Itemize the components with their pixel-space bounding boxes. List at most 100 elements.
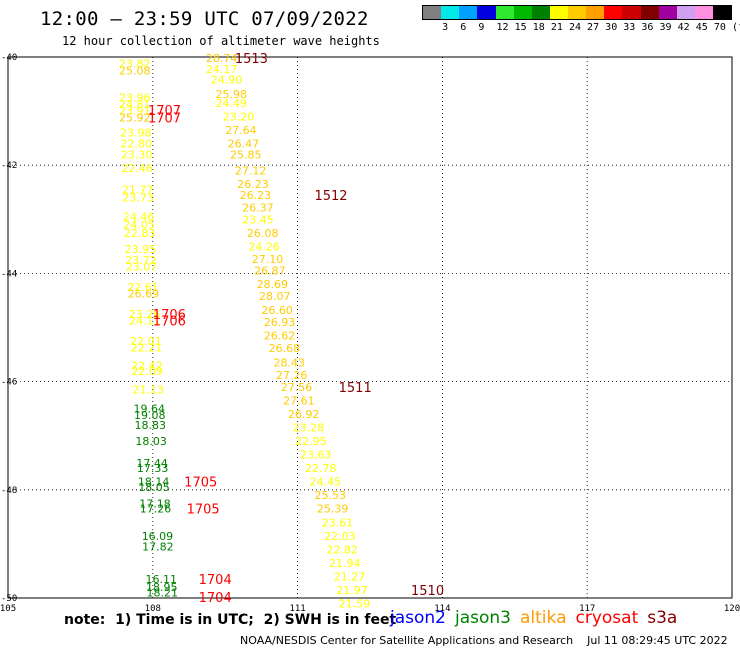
- credit-time: Jul 11 08:29:45 UTC 2022: [587, 634, 728, 647]
- pass-time-label: 1704: [199, 573, 232, 588]
- chart-subtitle: 12 hour collection of altimeter wave hei…: [62, 34, 380, 48]
- wave-height-point: 26.60: [261, 304, 293, 317]
- wave-height-point: 27.26: [276, 369, 308, 382]
- x-tick-label: 105: [0, 604, 16, 614]
- wave-height-point: 23.91: [119, 105, 151, 118]
- legend-swatch: [531, 6, 550, 19]
- satellite-altika: altika: [520, 608, 567, 628]
- x-tick-label: 117: [579, 604, 595, 614]
- wave-height-point: 21.27: [334, 570, 366, 583]
- wave-height-point: 27.64: [225, 124, 257, 137]
- y-tick-label: -48: [1, 486, 17, 496]
- legend-swatch: [676, 6, 695, 19]
- wave-height-point: 24.46: [123, 211, 155, 224]
- wave-height-point: 19.08: [134, 409, 166, 422]
- wave-height-point: 23.28: [293, 422, 325, 435]
- legend-label: 18: [532, 22, 545, 33]
- wave-height-point: 26.23: [240, 189, 272, 202]
- wave-height-point: 21.77: [122, 184, 154, 197]
- legend-swatch: [586, 6, 605, 19]
- pass-time-label: 1705: [187, 503, 220, 518]
- legend-swatch: [549, 6, 568, 19]
- wave-height-point: 27.10: [252, 253, 284, 266]
- wave-height-point: 22.95: [295, 435, 327, 448]
- legend-label: 36: [641, 22, 654, 33]
- plot-frame: [7, 56, 733, 599]
- pass-time-label: 1511: [339, 381, 372, 396]
- x-tick-label: 114: [434, 604, 450, 614]
- legend-swatch: [640, 6, 659, 19]
- y-tick-label: -40: [1, 53, 17, 63]
- legend-swatch: [568, 6, 587, 19]
- wave-height-point: 23.61: [322, 516, 354, 529]
- wave-height-point: 24.45: [310, 476, 342, 489]
- wave-height-point: 24.90: [211, 74, 243, 87]
- wave-height-point: 28.07: [259, 290, 291, 303]
- wave-height-point: 26.92: [288, 408, 320, 421]
- wave-height-point: 25.08: [119, 65, 151, 78]
- wave-height-point: 23.63: [300, 449, 332, 462]
- wave-height-point: 23.30: [121, 148, 153, 161]
- wave-height-point: 22.21: [131, 342, 163, 355]
- wave-height-point: 25.39: [317, 503, 349, 516]
- legend-swatch: [423, 6, 442, 19]
- wave-height-point: 27.56: [281, 381, 313, 394]
- wave-height-point: 17.33: [137, 462, 169, 475]
- wave-height-point: 21.94: [329, 557, 361, 570]
- legend-label: 30: [605, 22, 618, 33]
- wave-height-point: 24.81: [119, 98, 151, 111]
- pass-time-label: 1706: [153, 308, 186, 323]
- wave-height-point: 22.46: [121, 162, 153, 175]
- wave-height-point: 28.69: [257, 278, 289, 291]
- legend-label: 21: [550, 22, 563, 33]
- wave-height-point: 21.13: [133, 384, 165, 397]
- legend-label: 39: [659, 22, 672, 33]
- wave-height-point: 17.44: [136, 457, 168, 470]
- legend-label: 15: [514, 22, 527, 33]
- y-tick-label: -44: [1, 269, 17, 279]
- satellite-cryosat: cryosat: [575, 608, 639, 628]
- wave-height-point: 22.42: [131, 359, 163, 372]
- wave-height-point: 25.98: [216, 88, 248, 101]
- legend-label: 45: [695, 22, 708, 33]
- wave-height-point: 24.26: [248, 240, 279, 253]
- wave-height-point: 27.61: [283, 395, 315, 408]
- legend-swatch: [604, 6, 623, 19]
- legend-label: 42: [677, 22, 690, 33]
- x-tick-label: 120: [724, 604, 740, 614]
- wave-height-point: 21.97: [336, 584, 368, 597]
- color-scale-swatches: [422, 5, 732, 20]
- wave-height-point: 24.49: [216, 97, 248, 110]
- wave-height-point: 21.59: [339, 597, 371, 610]
- wave-height-point: 23.07: [126, 260, 157, 273]
- wave-height-point: 26.23: [237, 178, 269, 191]
- satellite-jason3: jason3: [455, 608, 511, 628]
- wave-height-point: 18.14: [138, 476, 170, 489]
- pass-time-label: 1510: [411, 584, 444, 599]
- wave-height-point: 24.17: [206, 63, 238, 76]
- wave-height-point: 23.98: [120, 127, 152, 140]
- units-note: note: 1) Time is in UTC; 2) SWH is in fe…: [64, 612, 397, 628]
- wave-height-point: 18.83: [134, 419, 166, 432]
- wave-height-point: 23.45: [242, 213, 273, 226]
- wave-height-point: 22.09: [132, 365, 164, 378]
- wave-height-point: 25.53: [314, 489, 346, 502]
- legend-swatch: [459, 6, 478, 19]
- wave-height-point: 28.43: [273, 357, 305, 370]
- wave-height-point: 22.78: [305, 462, 337, 475]
- wave-height-point: 27.12: [235, 165, 267, 178]
- wave-height-point: 26.87: [254, 265, 286, 278]
- wave-height-point: 16.11: [146, 573, 178, 586]
- chart-title: 12:00 – 23:59 UTC 07/09/2022: [40, 8, 369, 30]
- y-tick-label: -46: [1, 378, 17, 388]
- legend-label: (ft): [732, 22, 740, 33]
- wave-height-point: 23.72: [125, 254, 156, 267]
- wave-height-point: 17.82: [142, 541, 174, 554]
- pass-time-label: 1705: [184, 476, 217, 491]
- wave-height-point: 23.73: [122, 192, 154, 205]
- credit-org: NOAA/NESDIS Center for Satellite Applica…: [240, 634, 574, 647]
- y-tick-label: -50: [1, 594, 17, 604]
